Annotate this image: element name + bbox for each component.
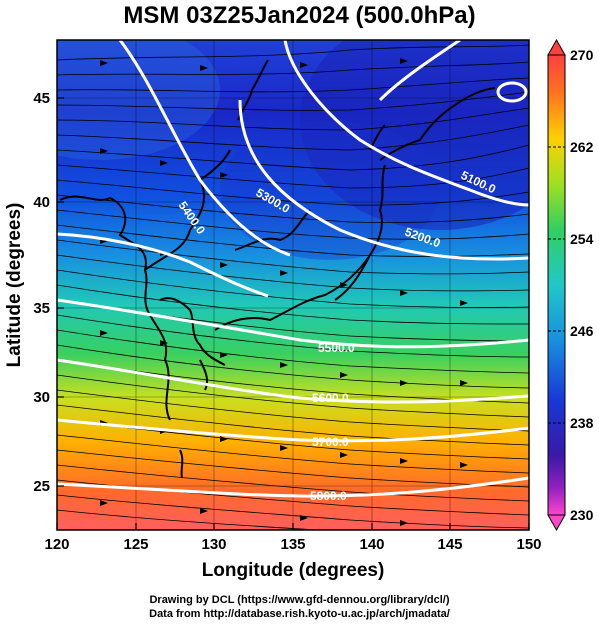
x-tick-label: 140 <box>359 536 384 553</box>
colorbar-tick-label: 270 <box>570 47 594 63</box>
contour-5300 <box>118 40 291 257</box>
y-axis-ticks <box>57 97 64 487</box>
contour-label-5500: 5500.0 <box>318 341 355 355</box>
contour-5000 <box>378 40 461 102</box>
contour-5100 <box>283 40 529 207</box>
y-tick-label: 30 <box>33 389 50 406</box>
height-contours <box>57 40 529 498</box>
contour-label-5600: 5600.0 <box>312 391 349 405</box>
contour-5800 <box>57 476 529 498</box>
coastlines <box>59 59 496 479</box>
contour-closed-low <box>496 81 528 103</box>
x-tick-label: 135 <box>280 536 305 553</box>
y-tick-label: 35 <box>33 300 50 317</box>
x-tick-label: 130 <box>201 536 226 553</box>
colorbar-tick-label: 230 <box>570 507 594 523</box>
colorbar-tick-label: 262 <box>570 139 594 155</box>
y-tick-label: 45 <box>33 90 50 107</box>
colorbar <box>547 38 566 532</box>
x-tick-label: 145 <box>437 536 462 553</box>
credit-drawing: Drawing by DCL (https://www.gfd-dennou.o… <box>149 594 450 606</box>
contour-5400 <box>57 232 269 298</box>
x-axis-ticks <box>56 523 530 530</box>
x-tick-label: 120 <box>44 536 69 553</box>
x-tick-label: 125 <box>123 536 148 553</box>
y-tick-label: 25 <box>33 478 50 495</box>
x-tick-label: 150 <box>516 536 541 553</box>
contour-5600 <box>57 358 529 404</box>
x-axis-label: Longitude (degrees) <box>202 560 385 581</box>
contour-5700 <box>57 418 529 443</box>
contour-label-5700: 5700.0 <box>312 435 349 449</box>
colorbar-tick-label: 254 <box>570 231 594 247</box>
contour-label-5800: 5800.0 <box>310 489 347 503</box>
contour-5500 <box>57 298 529 349</box>
colorbar-tick-label: 246 <box>570 323 594 339</box>
credit-data-source: Data from http://database.rish.kyoto-u.a… <box>149 608 450 620</box>
map-title: MSM 03Z25Jan2024 (500.0hPa) <box>123 2 476 29</box>
y-tick-label: 40 <box>33 194 50 211</box>
y-axis-label: Latitude (degrees) <box>4 203 25 368</box>
colorbar-tick-label: 238 <box>570 415 594 431</box>
contour-5200 <box>238 99 529 261</box>
